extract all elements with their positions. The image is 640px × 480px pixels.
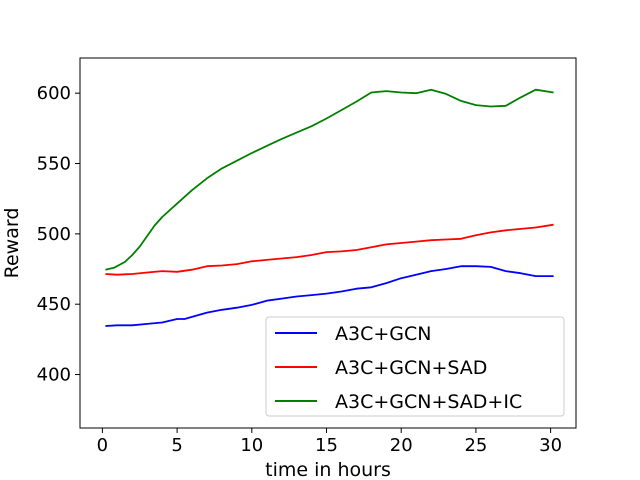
x-tick-label: 30 xyxy=(539,435,562,456)
legend-label-2: A3C+GCN+SAD+IC xyxy=(335,391,522,413)
y-axis-ticks: 400 450 500 550 600 xyxy=(37,83,80,386)
series-line-1 xyxy=(105,223,554,276)
series-line-2 xyxy=(105,88,554,271)
x-tick-label: 20 xyxy=(390,435,413,456)
y-tick-label: 450 xyxy=(37,294,71,315)
y-tick-label: 550 xyxy=(37,154,71,175)
legend-box xyxy=(265,316,565,417)
y-tick-label: 500 xyxy=(37,224,71,245)
x-tick-label: 15 xyxy=(315,435,338,456)
x-axis-ticks: 0 5 10 15 20 25 30 xyxy=(97,428,562,456)
plot-frame xyxy=(79,57,577,429)
y-tick-label: 400 xyxy=(37,365,71,386)
x-tick-label: 25 xyxy=(464,435,487,456)
plot-lines xyxy=(105,88,554,327)
x-tick-label: 0 xyxy=(97,435,108,456)
legend-label-0: A3C+GCN xyxy=(335,323,431,345)
series-line-0 xyxy=(105,265,554,327)
legend: A3C+GCN A3C+GCN+SAD A3C+GCN+SAD+IC xyxy=(265,316,565,417)
y-axis-title: Reward xyxy=(1,208,23,279)
legend-label-1: A3C+GCN+SAD xyxy=(335,357,487,379)
x-axis-title: time in hours xyxy=(265,459,391,480)
y-tick-label: 600 xyxy=(37,83,71,104)
x-tick-label: 5 xyxy=(171,435,182,456)
x-tick-label: 10 xyxy=(240,435,263,456)
